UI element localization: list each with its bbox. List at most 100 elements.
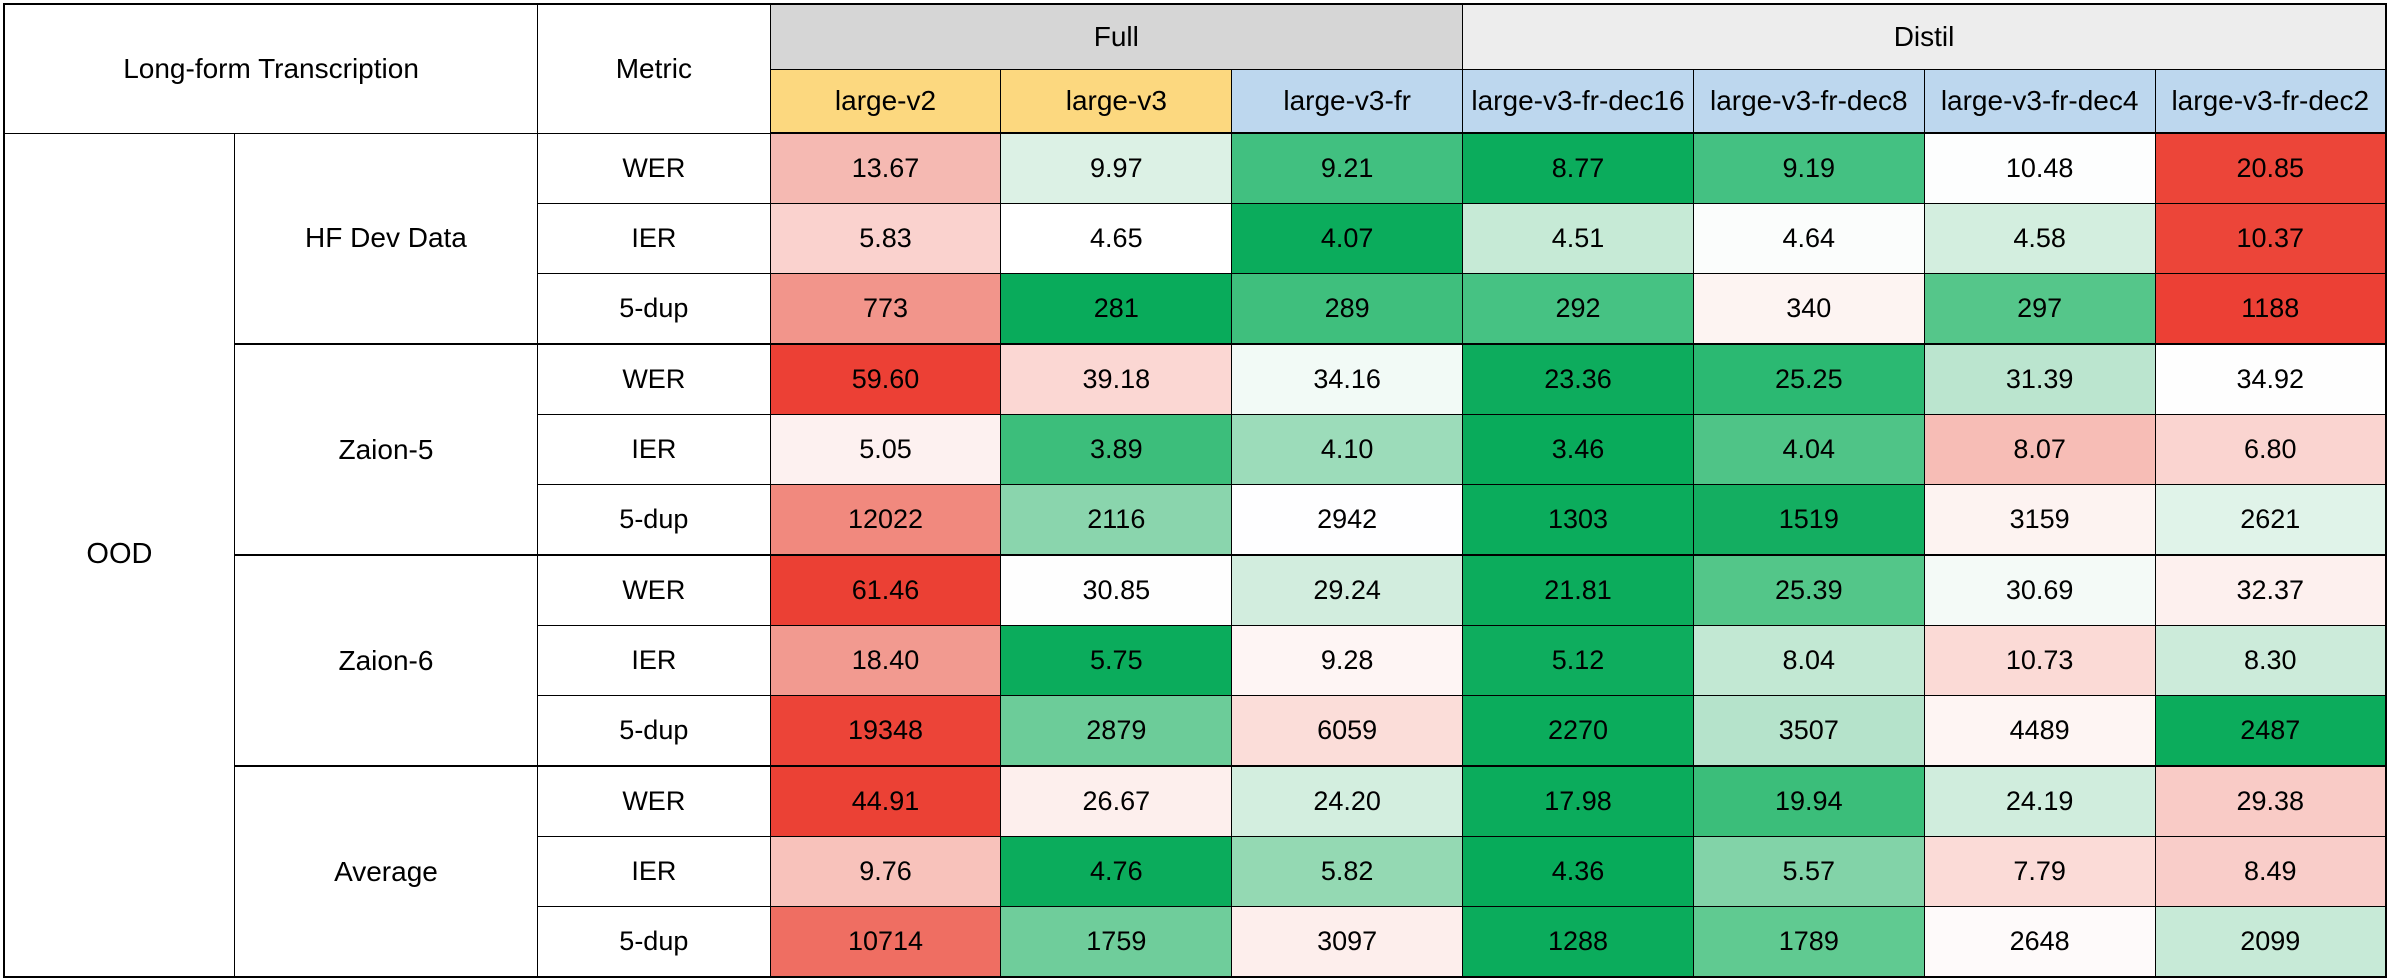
value-cell: 21.81 <box>1462 554 1694 626</box>
metric-cell: WER <box>537 132 771 204</box>
metric-cell: 5-dup <box>537 273 771 345</box>
value-cell: 2270 <box>1462 695 1694 767</box>
column-group-full: Full <box>769 3 1464 70</box>
value-cell: 6059 <box>1231 695 1464 767</box>
value-cell: 25.25 <box>1692 343 1925 415</box>
value-cell: 292 <box>1462 273 1694 345</box>
value-cell: 2648 <box>1923 906 2156 978</box>
value-cell: 34.16 <box>1231 343 1464 415</box>
value-cell: 2621 <box>2154 484 2387 556</box>
value-cell: 4.76 <box>1000 836 1233 907</box>
model-header-large-v3-fr-dec4: large-v3-fr-dec4 <box>1923 69 2156 134</box>
value-cell: 1519 <box>1692 484 1925 556</box>
value-cell: 1303 <box>1462 484 1694 556</box>
dataset-cell: Average <box>233 765 539 978</box>
value-cell: 23.36 <box>1462 343 1694 415</box>
value-cell: 59.60 <box>769 343 1002 415</box>
dataset-cell: HF Dev Data <box>233 132 539 345</box>
value-cell: 32.37 <box>2154 554 2387 626</box>
metric-cell: IER <box>537 625 771 696</box>
model-header-large-v2: large-v2 <box>769 69 1002 134</box>
value-cell: 3159 <box>1923 484 2156 556</box>
value-cell: 5.12 <box>1462 625 1694 696</box>
value-cell: 1188 <box>2154 273 2387 345</box>
value-cell: 297 <box>1923 273 2156 345</box>
value-cell: 30.85 <box>1000 554 1233 626</box>
model-header-large-v3: large-v3 <box>1000 69 1233 134</box>
value-cell: 9.97 <box>1000 132 1233 204</box>
value-cell: 5.82 <box>1231 836 1464 907</box>
value-cell: 4.58 <box>1923 203 2156 274</box>
model-header-large-v3-fr-dec8: large-v3-fr-dec8 <box>1692 69 1925 134</box>
value-cell: 9.21 <box>1231 132 1464 204</box>
value-cell: 1759 <box>1000 906 1233 978</box>
dataset-cell: Zaion-6 <box>233 554 539 767</box>
value-cell: 31.39 <box>1923 343 2156 415</box>
value-cell: 6.80 <box>2154 414 2387 485</box>
value-cell: 24.20 <box>1231 765 1464 837</box>
value-cell: 44.91 <box>769 765 1002 837</box>
value-cell: 3507 <box>1692 695 1925 767</box>
metric-cell: IER <box>537 414 771 485</box>
value-cell: 61.46 <box>769 554 1002 626</box>
value-cell: 340 <box>1692 273 1925 345</box>
value-cell: 1789 <box>1692 906 1925 978</box>
value-cell: 2879 <box>1000 695 1233 767</box>
value-cell: 29.24 <box>1231 554 1464 626</box>
value-cell: 5.83 <box>769 203 1002 274</box>
value-cell: 8.04 <box>1692 625 1925 696</box>
value-cell: 17.98 <box>1462 765 1694 837</box>
value-cell: 10.48 <box>1923 132 2156 204</box>
value-cell: 12022 <box>769 484 1002 556</box>
value-cell: 25.39 <box>1692 554 1925 626</box>
value-cell: 5.05 <box>769 414 1002 485</box>
dataset-cell: Zaion-5 <box>233 343 539 556</box>
value-cell: 2099 <box>2154 906 2387 978</box>
value-cell: 2487 <box>2154 695 2387 767</box>
column-group-distil: Distil <box>1462 3 2387 70</box>
value-cell: 26.67 <box>1000 765 1233 837</box>
value-cell: 281 <box>1000 273 1233 345</box>
model-header-large-v3-fr-dec2: large-v3-fr-dec2 <box>2154 69 2387 134</box>
value-cell: 9.19 <box>1692 132 1925 204</box>
value-cell: 7.79 <box>1923 836 2156 907</box>
section-cell-ood: OOD <box>3 132 235 978</box>
value-cell: 10714 <box>769 906 1002 978</box>
metric-cell: 5-dup <box>537 484 771 556</box>
value-cell: 5.75 <box>1000 625 1233 696</box>
value-cell: 30.69 <box>1923 554 2156 626</box>
value-cell: 24.19 <box>1923 765 2156 837</box>
value-cell: 4.36 <box>1462 836 1694 907</box>
value-cell: 4489 <box>1923 695 2156 767</box>
value-cell: 5.57 <box>1692 836 1925 907</box>
value-cell: 39.18 <box>1000 343 1233 415</box>
value-cell: 1288 <box>1462 906 1694 978</box>
value-cell: 3.89 <box>1000 414 1233 485</box>
value-cell: 773 <box>769 273 1002 345</box>
metric-cell: IER <box>537 203 771 274</box>
value-cell: 34.92 <box>2154 343 2387 415</box>
model-header-large-v3-fr: large-v3-fr <box>1231 69 1464 134</box>
value-cell: 3097 <box>1231 906 1464 978</box>
value-cell: 4.10 <box>1231 414 1464 485</box>
model-header-large-v3-fr-dec16: large-v3-fr-dec16 <box>1462 69 1694 134</box>
value-cell: 4.51 <box>1462 203 1694 274</box>
results-table: Long-form Transcription Metric Full Dist… <box>3 3 2387 978</box>
value-cell: 19348 <box>769 695 1002 767</box>
value-cell: 289 <box>1231 273 1464 345</box>
value-cell: 20.85 <box>2154 132 2387 204</box>
value-cell: 3.46 <box>1462 414 1694 485</box>
table-title: Long-form Transcription <box>3 3 539 134</box>
value-cell: 29.38 <box>2154 765 2387 837</box>
metric-cell: 5-dup <box>537 695 771 767</box>
metric-cell: 5-dup <box>537 906 771 978</box>
value-cell: 8.49 <box>2154 836 2387 907</box>
value-cell: 4.64 <box>1692 203 1925 274</box>
value-cell: 9.76 <box>769 836 1002 907</box>
value-cell: 10.73 <box>1923 625 2156 696</box>
value-cell: 8.30 <box>2154 625 2387 696</box>
value-cell: 18.40 <box>769 625 1002 696</box>
metric-column-header: Metric <box>537 3 771 134</box>
value-cell: 4.65 <box>1000 203 1233 274</box>
